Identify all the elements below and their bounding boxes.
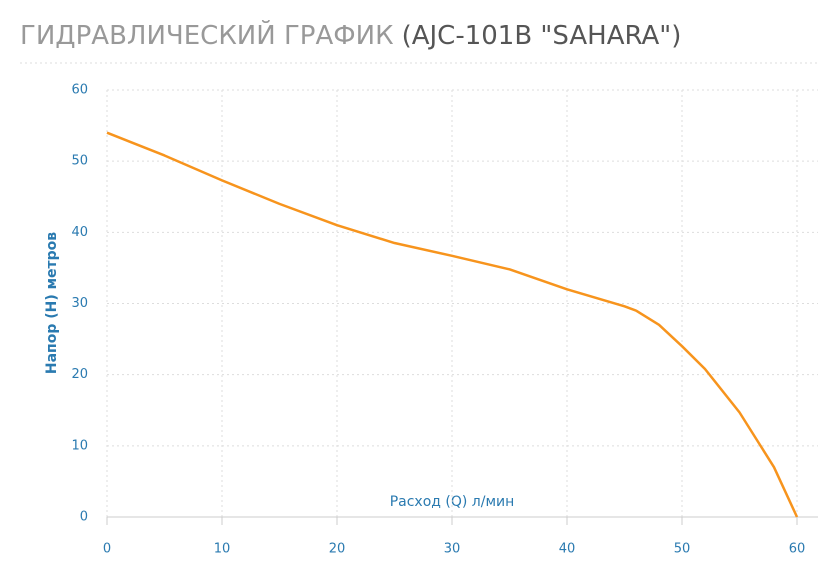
chart-title: ГИДРАВЛИЧЕСКИЙ ГРАФИК (AJC-101B "SAHARA") (20, 19, 681, 51)
series-line (106, 131, 799, 518)
title-main: ГИДРАВЛИЧЕСКИЙ ГРАФИК (20, 19, 394, 51)
y-tick-label: 30 (71, 296, 88, 311)
x-tick-label: 40 (559, 542, 576, 557)
x-tick-label: 0 (103, 542, 111, 557)
y-axis-label: Напор (H) метров (44, 232, 60, 374)
x-axis-label: Расход (Q) л/мин (390, 494, 515, 510)
y-tick-label: 60 (71, 83, 88, 98)
y-tick-label: 50 (71, 154, 88, 169)
x-tick-label: 10 (214, 542, 231, 557)
title-model: (AJC-101B "SAHARA") (402, 21, 682, 51)
y-tick-label: 10 (71, 438, 88, 453)
x-tick-label: 60 (789, 542, 806, 557)
y-tick-label: 40 (71, 225, 88, 240)
y-tick-label: 20 (71, 367, 88, 382)
x-tick-label: 50 (674, 542, 691, 557)
y-tick-label: 0 (80, 510, 88, 525)
x-tick-label: 20 (329, 542, 346, 557)
x-tick-label: 30 (444, 542, 461, 557)
